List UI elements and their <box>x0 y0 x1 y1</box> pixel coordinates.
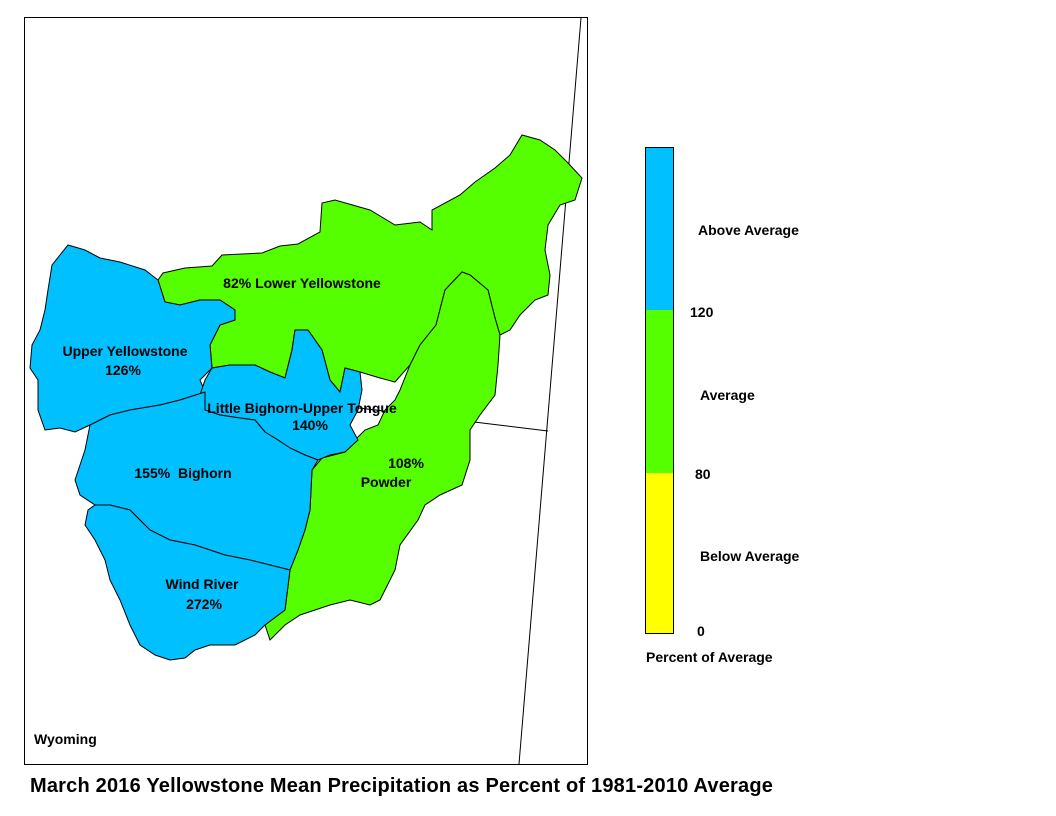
legend-label-above: Above Average <box>698 222 799 238</box>
legend-title: Percent of Average <box>646 649 773 665</box>
legend-swatch-average <box>646 310 673 473</box>
legend-color-bar <box>645 147 674 634</box>
label-little-bighorn-upper-tongue: Little Bighorn-Upper Tongue <box>207 400 397 416</box>
legend-break-0: 0 <box>697 623 705 639</box>
basin-lower-yellowstone[interactable] <box>157 134 583 394</box>
label-bighorn: 155% Bighorn <box>134 465 231 481</box>
basin-powder[interactable] <box>264 271 501 641</box>
value-upper-yellowstone: 126% <box>105 362 141 378</box>
label-lower-yellowstone: 82% Lower Yellowstone <box>223 275 381 291</box>
value-powder: 108% <box>388 455 424 471</box>
value-wind-river: 272% <box>186 596 222 612</box>
legend-break-120: 120 <box>690 304 714 320</box>
legend-label-below: Below Average <box>700 548 800 564</box>
label-upper-yellowstone: Upper Yellowstone <box>63 343 188 359</box>
map-title: March 2016 Yellowstone Mean Precipitatio… <box>30 775 774 797</box>
state-label: Wyoming <box>34 731 97 747</box>
legend-break-80: 80 <box>695 466 711 482</box>
legend-swatch-above <box>646 148 673 310</box>
legend-label-average: Average <box>700 387 755 403</box>
label-powder: Powder <box>361 474 412 490</box>
legend-swatch-below <box>646 473 673 633</box>
value-little-bighorn-upper-tongue: 140% <box>292 417 328 433</box>
basin-wind-river[interactable] <box>84 504 291 661</box>
label-wind-river: Wind River <box>166 576 240 592</box>
state-border-line-east <box>518 17 582 765</box>
